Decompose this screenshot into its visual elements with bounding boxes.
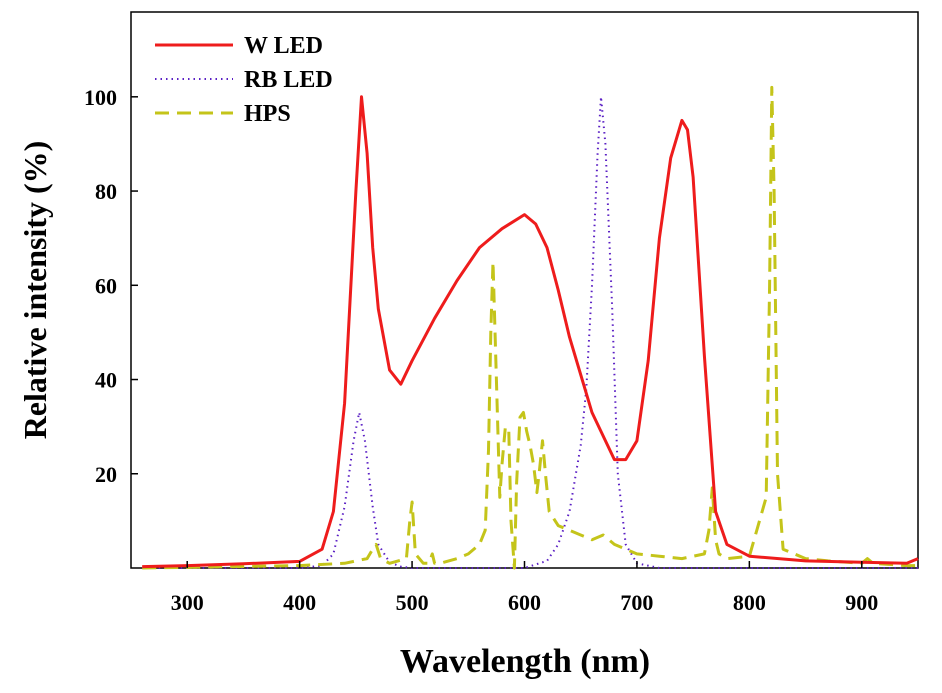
x-axis-label: Wavelength (nm): [400, 643, 650, 680]
ticks-layer: 300 400 500 600 700 800 900 20 40 60 80 100: [84, 85, 878, 615]
y-tick-label: 60: [95, 273, 117, 298]
series-line-rb-led: [142, 95, 918, 569]
x-tick-label: 800: [733, 590, 766, 615]
x-tick-label: 700: [620, 590, 653, 615]
series-line-hps: [142, 85, 918, 570]
x-tick-label: 500: [396, 590, 429, 615]
x-tick-label: 300: [171, 590, 204, 615]
y-tick-label: 100: [84, 85, 117, 110]
legend: W LED RB LED HPS: [155, 33, 333, 127]
x-tick-label: 400: [283, 590, 316, 615]
y-tick-label: 80: [95, 179, 117, 204]
legend-label-w-led: W LED: [244, 33, 323, 59]
x-tick-label: 600: [508, 590, 541, 615]
x-tick-label: 900: [845, 590, 878, 615]
y-tick-label: 40: [95, 368, 117, 393]
series-layer: [142, 85, 919, 570]
plot-frame: [130, 11, 919, 569]
y-axis-label: Relative intensity (%): [17, 141, 53, 440]
legend-label-rb-led: RB LED: [244, 67, 333, 93]
legend-label-hps: HPS: [244, 101, 291, 127]
y-tick-label: 20: [95, 462, 117, 487]
series-line-w-led: [142, 95, 919, 569]
